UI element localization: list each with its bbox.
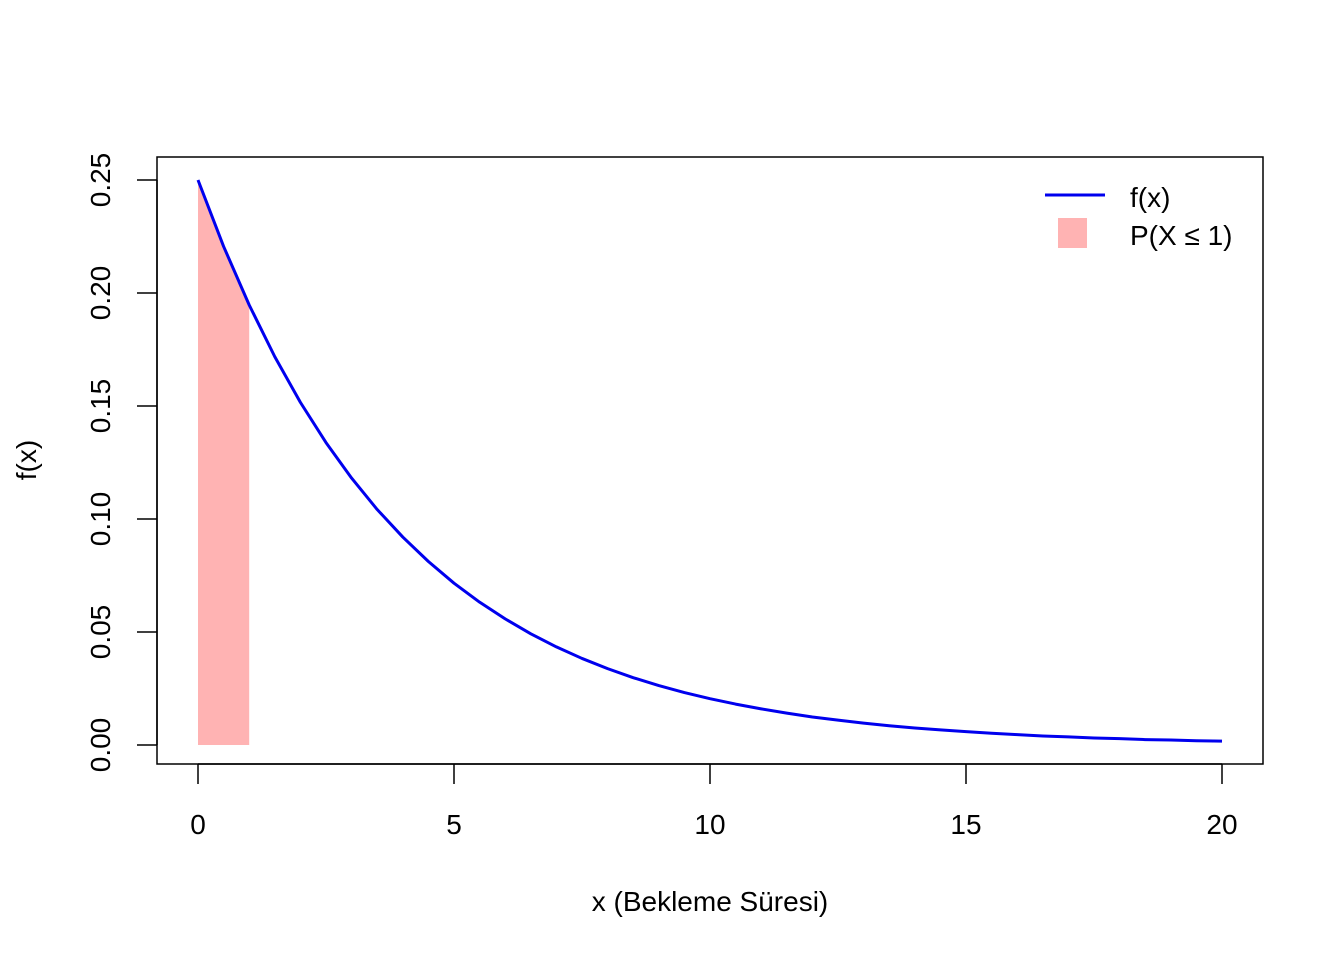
shaded-area-p-x-le-1 [198, 180, 250, 745]
legend: f(x) P(X ≤ 1) [1045, 182, 1233, 251]
legend-label-area: P(X ≤ 1) [1130, 220, 1233, 251]
y-axis: 0.00 0.05 0.10 0.15 0.20 0.25 [85, 153, 158, 773]
y-axis-label: f(x) [11, 440, 42, 480]
y-tick-label: 0.15 [85, 379, 116, 434]
plot-frame [156, 156, 1264, 765]
density-line-f-x [196, 179, 1223, 743]
y-tick-label: 0.10 [85, 492, 116, 547]
legend-area-swatch [1058, 218, 1087, 248]
density-line-layer [196, 179, 1223, 743]
y-tick-label: 0.05 [85, 605, 116, 660]
x-tick-label: 15 [950, 809, 981, 840]
x-axis-label: x (Bekleme Süresi) [592, 886, 829, 917]
y-tick-label: 0.00 [85, 718, 116, 773]
legend-label-line: f(x) [1130, 182, 1170, 213]
x-tick-label: 20 [1206, 809, 1237, 840]
y-tick-label: 0.20 [85, 266, 116, 321]
shaded-area-layer [198, 180, 250, 745]
x-tick-label: 0 [190, 809, 206, 840]
x-tick-label: 10 [694, 809, 725, 840]
x-tick-label: 5 [446, 809, 462, 840]
y-tick-label: 0.25 [85, 153, 116, 208]
x-axis: 0 5 10 15 20 [190, 763, 1238, 840]
